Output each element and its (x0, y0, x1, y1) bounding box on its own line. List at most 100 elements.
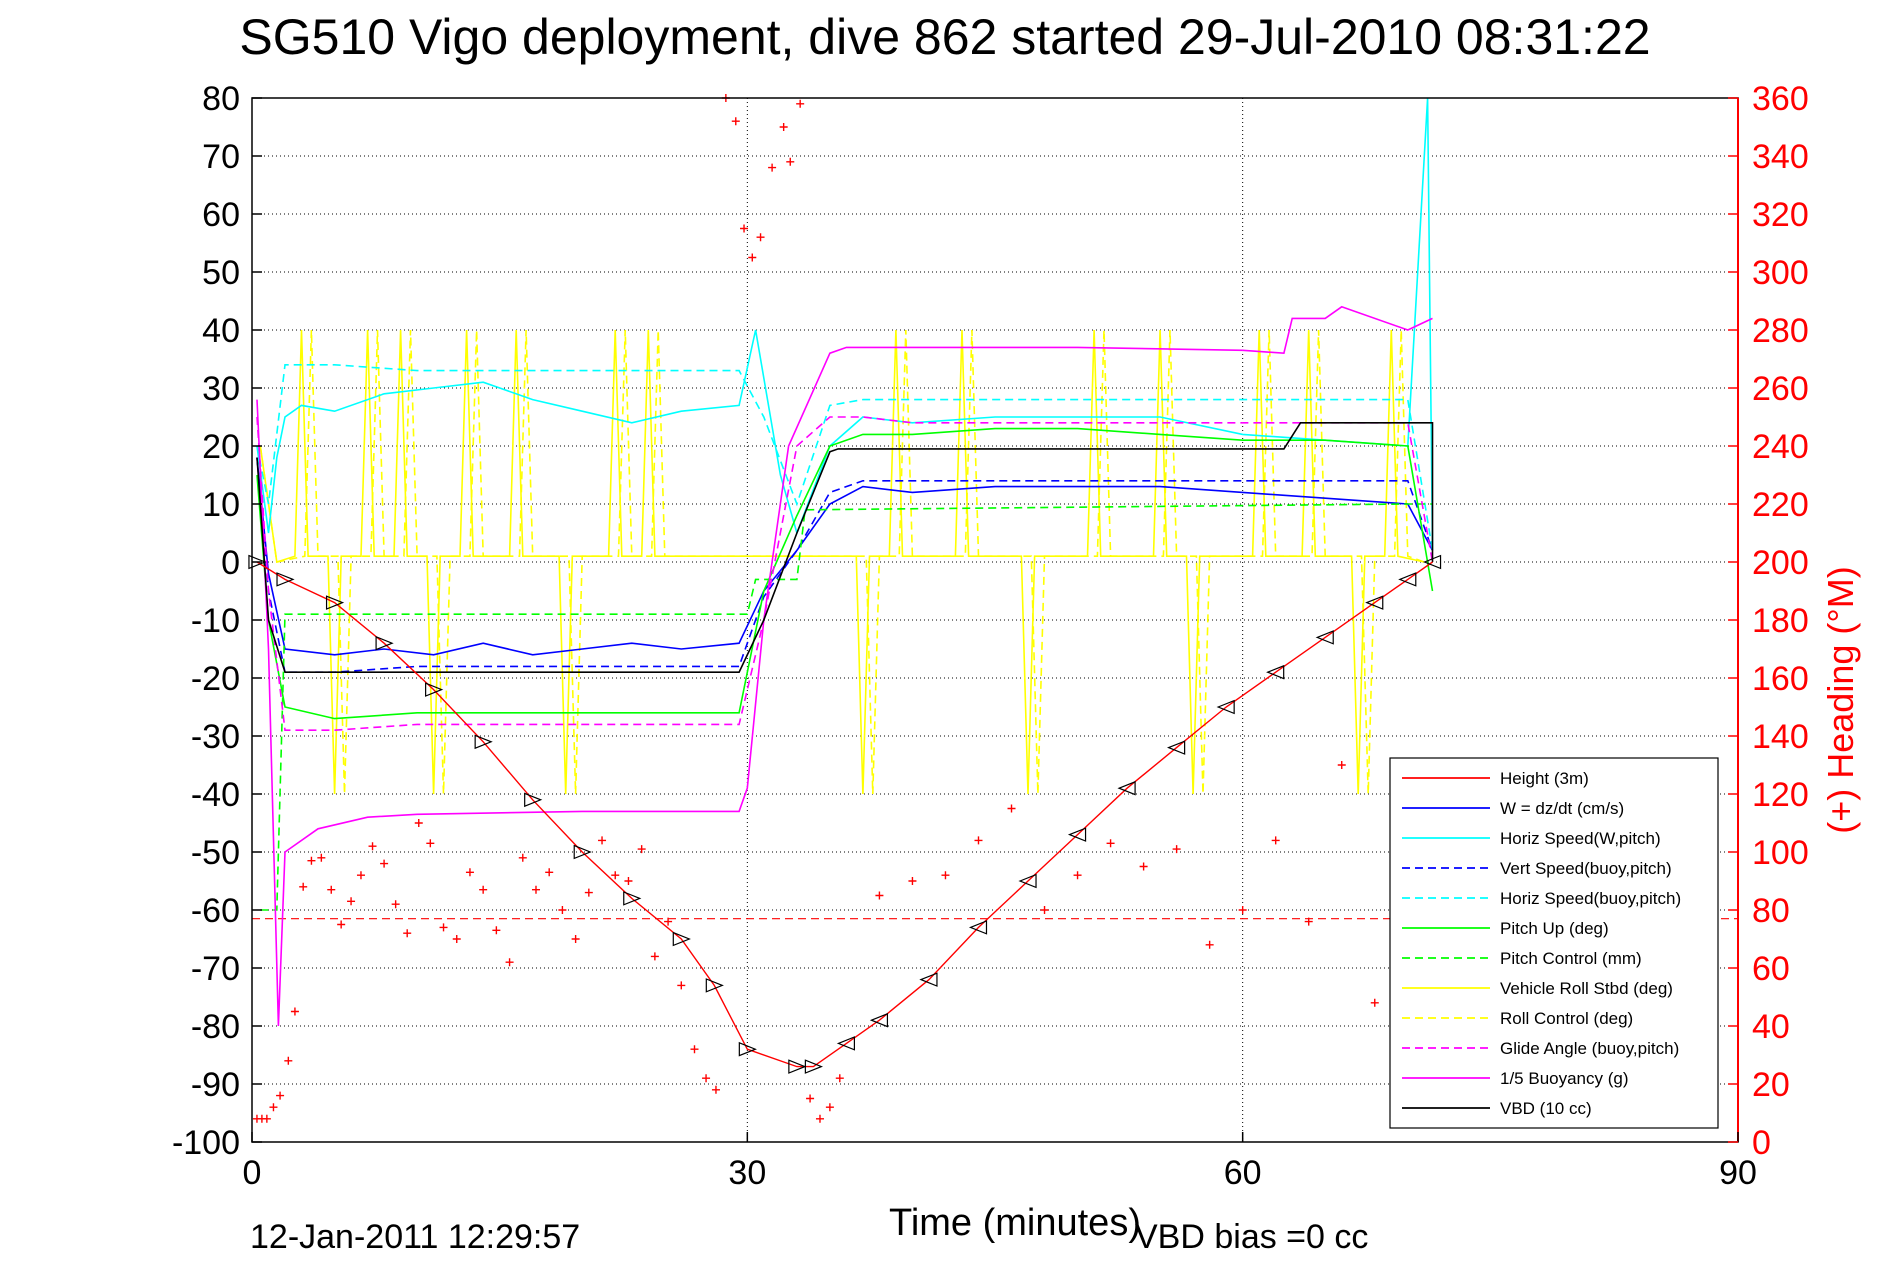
series-line-5 (256, 427, 1434, 720)
heading-marker (908, 877, 917, 885)
heading-marker (1304, 917, 1313, 926)
heading-marker (786, 157, 795, 166)
x-tick-label: 0 (243, 1154, 262, 1192)
y2-tick-label: 240 (1752, 428, 1809, 466)
depth-marker (524, 792, 543, 808)
heading-marker (337, 920, 346, 929)
heading-marker (290, 1007, 299, 1016)
heading-marker (711, 1085, 720, 1094)
y-tick-label: -20 (191, 660, 240, 698)
depth-marker (573, 844, 592, 860)
depth-marker (1315, 630, 1334, 645)
chart-title: SG510 Vigo deployment, dive 862 started … (239, 9, 1650, 65)
heading-marker (875, 891, 884, 900)
depth-marker (1216, 699, 1235, 715)
heading-marker (825, 1103, 834, 1112)
y-tick-label: -100 (172, 1124, 240, 1162)
legend-label: VBD (10 cc) (1500, 1099, 1592, 1118)
legend-box (1389, 757, 1719, 1129)
heading-marker (505, 958, 514, 967)
y2-tick-label: 360 (1752, 80, 1809, 118)
heading-marker (624, 877, 633, 885)
heading-marker (806, 1094, 815, 1103)
depth-marker (325, 595, 345, 610)
series-line-2 (256, 97, 1434, 551)
y2-tick-label: 260 (1752, 370, 1809, 408)
heading-marker (299, 882, 308, 891)
y2-tick-label: 280 (1752, 312, 1809, 350)
depth-marker (836, 1036, 856, 1051)
legend-label: 1/5 Buoyancy (g) (1500, 1069, 1629, 1088)
y2-tick-label: 320 (1752, 196, 1809, 234)
y2-tick-label: 300 (1752, 254, 1809, 292)
series-line-6 (260, 503, 1433, 911)
depth-marker (623, 891, 642, 906)
heading-marker (690, 1045, 699, 1054)
depth-marker (738, 1041, 757, 1057)
heading-marker (740, 224, 749, 233)
heading-marker (262, 1114, 271, 1123)
heading-marker (269, 1103, 278, 1112)
legend-label: Roll Control (deg) (1500, 1009, 1633, 1028)
depth-marker (1422, 554, 1442, 570)
heading-marker (518, 853, 527, 862)
heading-marker (941, 871, 950, 880)
y2-tick-label: 40 (1752, 1008, 1790, 1046)
y2-axis-label: (+) Heading (°M) (1820, 566, 1861, 833)
heading-marker (677, 981, 686, 990)
vbd-bias-text: VBD bias =0 cc (1135, 1218, 1368, 1256)
heading-marker (796, 99, 805, 108)
heading-marker (439, 923, 448, 932)
legend-label: Height (3m) (1500, 769, 1589, 788)
heading-marker (779, 123, 788, 131)
series-roll-control (259, 329, 1425, 795)
heading-marker (584, 888, 593, 897)
legend-label: Pitch Up (deg) (1500, 919, 1609, 938)
y2-tick-label: 340 (1752, 138, 1809, 176)
depth-marker (1018, 873, 1037, 889)
legend: Height (3m) W = dz/dt (cm/s) Horiz Speed(W… (1389, 757, 1719, 1129)
y-tick-label: -60 (191, 892, 240, 930)
y-tick-label: 0 (221, 544, 240, 582)
legend-label: W = dz/dt (cm/s) (1500, 799, 1624, 818)
x-tick-label: 90 (1719, 1154, 1757, 1192)
heading-marker (356, 871, 365, 880)
y2-tick-label: 220 (1752, 486, 1809, 524)
depth-marker (474, 734, 493, 750)
heading-marker (702, 1074, 711, 1083)
heading-marker (748, 253, 757, 262)
heading-marker (368, 842, 377, 851)
heading-marker (391, 900, 400, 909)
heading-marker (380, 859, 389, 868)
depth-marker (804, 1059, 823, 1074)
heading-marker (756, 233, 765, 242)
y-tick-label: -40 (191, 776, 240, 814)
y2-tick-label: 60 (1752, 950, 1790, 988)
series-line-10 (256, 305, 1433, 1027)
y-tick-label: -10 (191, 602, 240, 640)
heading-marker (479, 885, 488, 894)
heading-marker (1139, 862, 1148, 871)
y-tick-label: -90 (191, 1066, 240, 1104)
heading-marker (452, 935, 461, 943)
heading-marker (317, 853, 326, 862)
depth-marker (1167, 740, 1186, 755)
heading-marker (284, 1056, 293, 1065)
depth-marker (1266, 664, 1285, 680)
y-tick-label: 10 (202, 486, 240, 524)
heading-marker (414, 819, 423, 827)
heading-marker (531, 885, 540, 894)
heading-marker (1271, 836, 1280, 845)
heading-marker (1238, 906, 1247, 914)
heading-marker (571, 935, 580, 943)
heading-marker (650, 952, 659, 961)
y2-tick-label: 80 (1752, 892, 1790, 930)
y-tick-label: 30 (202, 370, 240, 408)
heading-marker (1337, 761, 1346, 769)
heading-marker (465, 868, 474, 877)
depth-marker (788, 1059, 807, 1074)
depth-marker (919, 972, 938, 987)
heading-marker (276, 1091, 285, 1100)
heading-marker (835, 1074, 844, 1083)
